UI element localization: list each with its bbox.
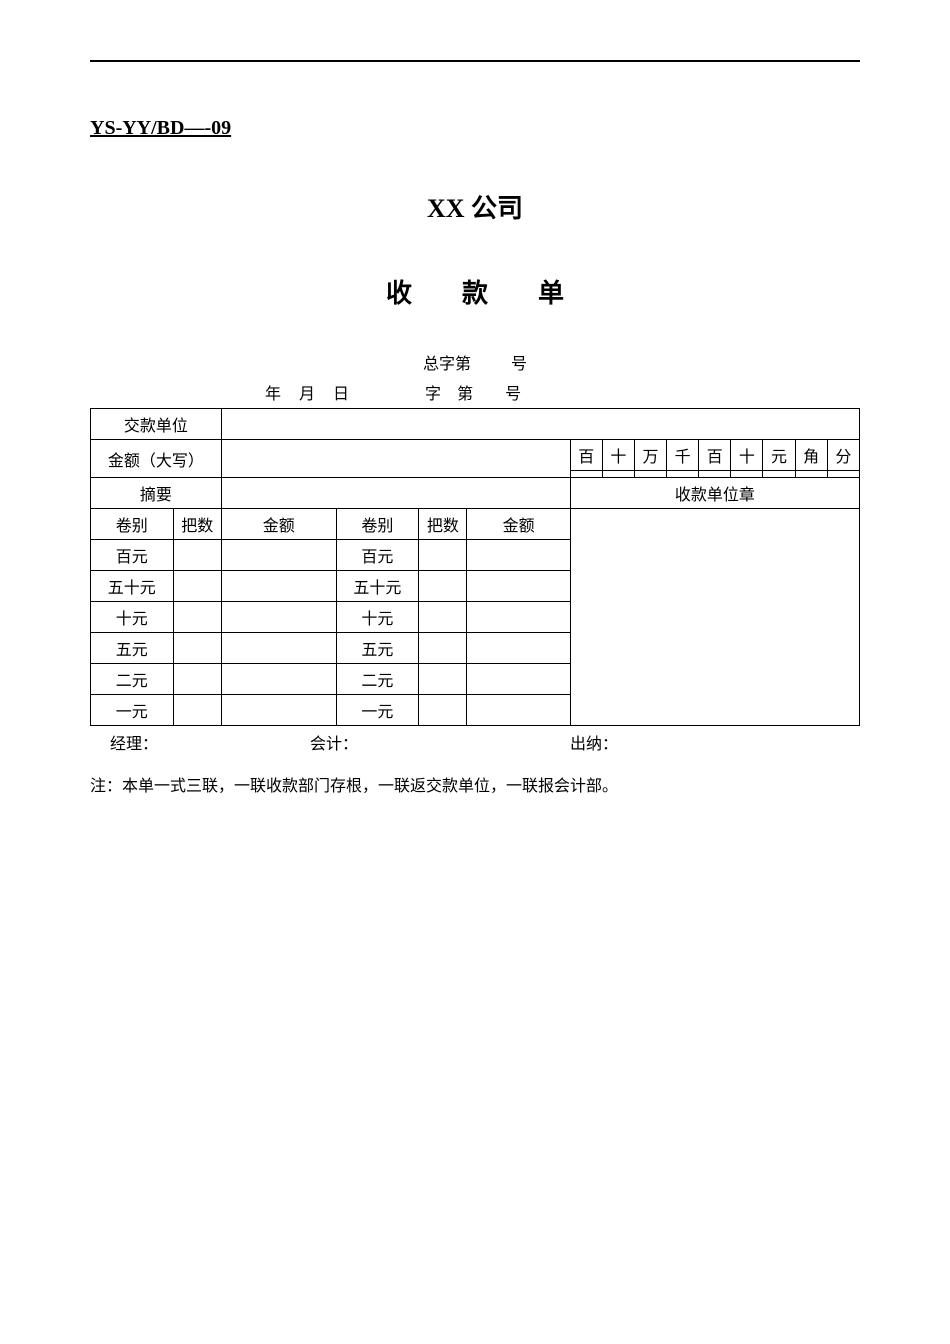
signature-accountant: 会计： — [310, 730, 570, 754]
denom-right-count-2 — [419, 602, 467, 633]
denom-right-amount-3 — [467, 633, 570, 664]
denom-header-count-right: 把数 — [419, 509, 467, 540]
seal-area — [570, 509, 859, 726]
denom-right-4: 二元 — [336, 664, 419, 695]
document-title: 收款单 — [90, 273, 860, 310]
top-divider — [90, 60, 860, 62]
date-part: 年月日 — [265, 380, 367, 404]
denom-header-type-right: 卷别 — [336, 509, 419, 540]
denom-left-count-1 — [173, 571, 221, 602]
denom-right-count-0 — [419, 540, 467, 571]
date-line: 年月日 字 第 号 — [90, 380, 860, 404]
date-month: 月 — [299, 386, 333, 403]
table-row-payer: 交款单位 — [91, 409, 860, 440]
di-label: 第 — [457, 386, 473, 403]
denom-left-amount-3 — [221, 633, 336, 664]
denom-left-count-4 — [173, 664, 221, 695]
summary-value — [221, 478, 570, 509]
payer-unit-value — [221, 409, 859, 440]
total-number-line: 总字第 号 — [90, 350, 860, 374]
digit-value-7 — [795, 471, 827, 478]
zi-gap2 — [477, 386, 501, 403]
label-summary: 摘要 — [91, 478, 222, 509]
denom-right-5: 一元 — [336, 695, 419, 726]
digit-value-2 — [634, 471, 666, 478]
denom-right-amount-5 — [467, 695, 570, 726]
zi-gap1 — [445, 386, 453, 403]
denom-left-4: 二元 — [91, 664, 174, 695]
zi-label: 字 — [425, 386, 441, 403]
denom-left-0: 百元 — [91, 540, 174, 571]
denom-right-amount-1 — [467, 571, 570, 602]
denom-left-1: 五十元 — [91, 571, 174, 602]
denom-right-amount-2 — [467, 602, 570, 633]
digit-header-3: 千 — [667, 440, 699, 471]
digit-value-8 — [827, 471, 859, 478]
company-name: XX 公司 — [90, 188, 860, 225]
signature-manager: 经理： — [110, 730, 310, 754]
digit-header-7: 角 — [795, 440, 827, 471]
date-day: 日 — [333, 386, 367, 403]
total-number-gap — [475, 356, 507, 373]
digit-header-5: 十 — [731, 440, 763, 471]
signature-cashier: 出纳： — [570, 730, 618, 754]
denom-header-type-left: 卷别 — [91, 509, 174, 540]
digit-value-1 — [602, 471, 634, 478]
denom-left-2: 十元 — [91, 602, 174, 633]
denom-right-count-1 — [419, 571, 467, 602]
denom-left-5: 一元 — [91, 695, 174, 726]
digit-value-3 — [667, 471, 699, 478]
footnote: 注：本单一式三联，一联收款部门存根，一联返交款单位，一联报会计部。 — [90, 772, 860, 796]
digit-header-1: 十 — [602, 440, 634, 471]
label-payer-unit: 交款单位 — [91, 409, 222, 440]
denom-left-amount-2 — [221, 602, 336, 633]
digit-value-4 — [699, 471, 731, 478]
denom-left-amount-0 — [221, 540, 336, 571]
signatures-row: 经理： 会计： 出纳： — [90, 730, 860, 754]
denom-header-count-left: 把数 — [173, 509, 221, 540]
digit-header-8: 分 — [827, 440, 859, 471]
digit-header-2: 万 — [634, 440, 666, 471]
denom-left-count-3 — [173, 633, 221, 664]
denom-right-2: 十元 — [336, 602, 419, 633]
table-row-denom-header: 卷别 把数 金额 卷别 把数 金额 — [91, 509, 860, 540]
denom-right-count-5 — [419, 695, 467, 726]
denom-right-0: 百元 — [336, 540, 419, 571]
denom-header-amount-left: 金额 — [221, 509, 336, 540]
total-number-prefix: 总字第 — [423, 356, 471, 373]
label-seal: 收款单位章 — [570, 478, 859, 509]
denom-left-amount-4 — [221, 664, 336, 695]
denom-header-amount-right: 金额 — [467, 509, 570, 540]
denom-right-count-4 — [419, 664, 467, 695]
hao-label: 号 — [505, 386, 521, 403]
table-row-summary: 摘要 收款单位章 — [91, 478, 860, 509]
digit-value-0 — [570, 471, 602, 478]
denom-left-count-5 — [173, 695, 221, 726]
denom-right-3: 五元 — [336, 633, 419, 664]
denom-left-count-2 — [173, 602, 221, 633]
receipt-table: 交款单位 金额（大写） 百 十 万 千 百 十 元 角 分 摘要 收款单位章 卷… — [90, 408, 860, 726]
denom-left-3: 五元 — [91, 633, 174, 664]
denom-right-amount-4 — [467, 664, 570, 695]
total-number-suffix: 号 — [511, 356, 527, 373]
label-amount-words: 金额（大写） — [91, 440, 222, 478]
digit-value-5 — [731, 471, 763, 478]
digit-header-4: 百 — [699, 440, 731, 471]
denom-right-amount-0 — [467, 540, 570, 571]
amount-words-value — [221, 440, 570, 478]
denom-right-1: 五十元 — [336, 571, 419, 602]
digit-value-6 — [763, 471, 795, 478]
form-code: YS-YY/BD—-09 — [90, 117, 860, 140]
denom-right-count-3 — [419, 633, 467, 664]
denom-left-amount-5 — [221, 695, 336, 726]
date-year: 年 — [265, 386, 299, 403]
zi-part: 字 第 号 — [425, 380, 521, 404]
denom-left-amount-1 — [221, 571, 336, 602]
denom-left-count-0 — [173, 540, 221, 571]
table-row-amount-words: 金额（大写） 百 十 万 千 百 十 元 角 分 — [91, 440, 860, 471]
digit-header-0: 百 — [570, 440, 602, 471]
digit-header-6: 元 — [763, 440, 795, 471]
